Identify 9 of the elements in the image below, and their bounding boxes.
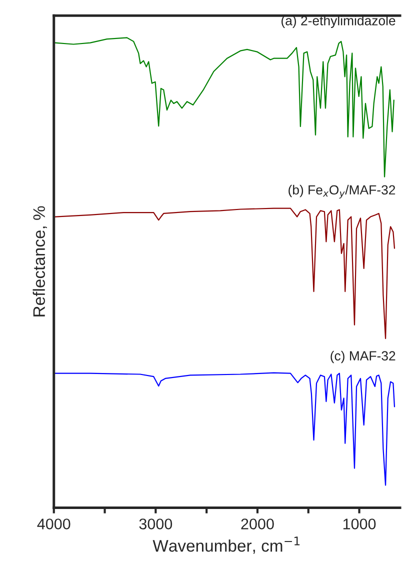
series-label: (c) MAF-32 — [330, 350, 396, 364]
series-label: (b) Fe$_{x}$O$_{y}$/MAF-32 — [288, 184, 396, 199]
x-tick-label: 2000 — [241, 518, 274, 530]
series-label: (a) 2-ethylimidazole — [282, 16, 396, 28]
x-axis-title: Wavenumber, cm$^{−1}$ — [152, 536, 300, 554]
y-axis-title: Reflectance, % — [32, 206, 47, 316]
x-tick-label: 4000 — [37, 518, 70, 530]
x-tick-label: 3000 — [139, 518, 172, 530]
x-tick-label: 1000 — [343, 518, 376, 530]
